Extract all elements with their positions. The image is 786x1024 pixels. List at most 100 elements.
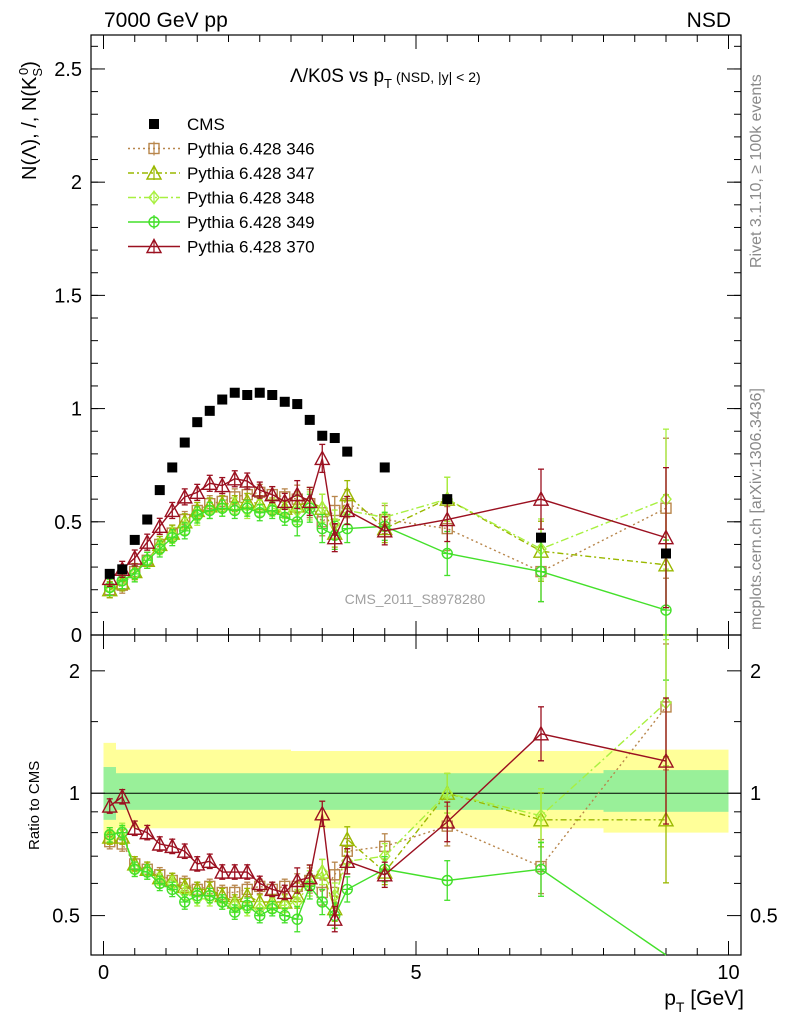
axes: 0 0.5 1 1.5 2 2.5 0 5 10 0.5 0.5 1 1 2 2 (52, 34, 778, 984)
band-inner (116, 773, 291, 810)
point (657, 752, 675, 768)
ratio-ytick-label-right: 0.5 (750, 906, 778, 928)
xtick-label: 5 (410, 962, 421, 984)
legend-label: Pythia 6.428 346 (187, 140, 315, 159)
point (301, 869, 318, 885)
point (251, 874, 268, 891)
band-inner (291, 773, 416, 810)
point (441, 786, 454, 801)
point (276, 492, 293, 509)
point (316, 896, 328, 908)
series-line (109, 507, 667, 611)
point (191, 509, 203, 521)
point (379, 462, 390, 473)
point (292, 399, 303, 410)
legend-label: Pythia 6.428 349 (187, 213, 315, 232)
point (201, 474, 218, 491)
point (279, 511, 291, 523)
watermark: CMS_2011_S8978280 (345, 591, 486, 607)
point (104, 568, 115, 579)
ratio-ytick-label-right: 1 (750, 783, 761, 805)
point (535, 808, 547, 823)
point (316, 864, 329, 880)
point (266, 902, 278, 915)
point (291, 913, 303, 925)
series-cms (104, 387, 671, 579)
point (166, 883, 178, 896)
point (214, 477, 231, 493)
legend-label: Pythia 6.428 348 (187, 189, 315, 208)
point (229, 906, 241, 918)
ytick-label: 2 (71, 172, 82, 194)
point (176, 842, 193, 858)
legend-item: Pythia 6.428 370 (128, 238, 315, 257)
point (139, 533, 156, 549)
point (439, 511, 456, 527)
legend-label: Pythia 6.428 347 (187, 164, 315, 183)
point (101, 797, 118, 813)
xtick-label: 10 (717, 962, 739, 984)
point (179, 437, 190, 448)
ratio-series-349 (104, 824, 667, 956)
xlabel: pT [GeV] (664, 987, 744, 1015)
point (151, 835, 168, 851)
point (536, 532, 546, 543)
point (126, 549, 143, 565)
point (216, 896, 228, 908)
point (148, 216, 160, 228)
point (126, 819, 143, 835)
point (532, 725, 550, 741)
point (661, 548, 671, 559)
point (226, 470, 243, 486)
point (316, 522, 328, 535)
point (229, 387, 240, 398)
point (149, 119, 159, 129)
legend-item: Pythia 6.428 346 (128, 140, 315, 159)
point (164, 501, 181, 518)
header-left: 7000 GeV pp (104, 9, 228, 32)
point (114, 788, 131, 804)
point (204, 504, 216, 517)
point (264, 486, 281, 502)
series-347 (101, 476, 675, 636)
point (216, 502, 228, 514)
point (166, 531, 178, 544)
point (254, 909, 266, 922)
point (254, 507, 266, 519)
ytick-label: 1 (71, 399, 82, 421)
ratio-ylabel: Ratio to CMS (26, 761, 43, 850)
point (291, 516, 303, 528)
point (241, 502, 253, 514)
legend-label: CMS (187, 115, 225, 134)
point (326, 529, 343, 545)
point (191, 889, 203, 902)
point (145, 164, 163, 180)
point (189, 483, 206, 500)
point (326, 910, 343, 926)
point (535, 565, 547, 578)
point (251, 481, 268, 497)
xlabel-sub: T (676, 999, 685, 1015)
point (164, 837, 181, 854)
point (304, 414, 315, 425)
legend-item: Pythia 6.428 349 (128, 213, 315, 232)
point (376, 522, 393, 538)
point (142, 514, 153, 525)
point (129, 568, 141, 580)
point (129, 534, 140, 545)
series-370 (101, 443, 675, 609)
point (204, 889, 216, 902)
point (179, 896, 191, 908)
rivet-label: Rivet 3.1.10, ≥ 100k events (748, 74, 765, 268)
point (439, 813, 456, 829)
point (129, 863, 141, 875)
point (535, 863, 547, 875)
point (279, 909, 291, 922)
point (289, 486, 306, 502)
point (104, 829, 116, 841)
point (314, 449, 331, 466)
ratio-line (109, 702, 667, 910)
svg-text:N(Λ), /, N(KS0): N(Λ), /, N(KS0) (16, 61, 45, 180)
ratio-ytick-label-right: 2 (750, 661, 761, 683)
point (229, 504, 241, 517)
